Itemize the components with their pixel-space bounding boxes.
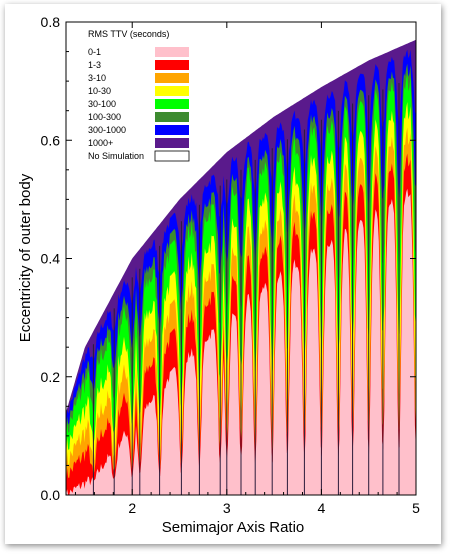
legend-swatch-1: [155, 60, 189, 70]
x-axis-ticks: 2 3 4 5: [74, 22, 420, 516]
y-tick-label-2: 0.4: [41, 251, 61, 267]
legend-swatch-2: [155, 73, 189, 83]
legend-swatch-6: [155, 125, 189, 135]
resonance-spikes: [92, 76, 416, 495]
x-tick-label-1: 3: [223, 500, 231, 516]
plot-area: [66, 22, 416, 495]
legend-label-5: 100-300: [88, 112, 121, 122]
y-axis-ticks: 0.0 0.2 0.4 0.6 0.8: [41, 14, 416, 503]
legend-label-4: 30-100: [88, 99, 116, 109]
x-axis-title: Semimajor Axis Ratio: [162, 519, 305, 536]
legend-label-7: 1000+: [88, 138, 113, 148]
legend-label-3: 10-30: [88, 86, 111, 96]
y-tick-label-4: 0.8: [41, 14, 61, 30]
legend: RMS TTV (seconds) 0-1 1-3 3-10 10-30 30-100 1…: [88, 29, 190, 162]
legend-swatch-8: [154, 150, 190, 162]
legend-swatch-4: [155, 99, 189, 109]
x-tick-label-3: 5: [412, 500, 420, 516]
legend-swatch-7: [155, 138, 189, 148]
legend-label-2: 3-10: [88, 73, 106, 83]
y-axis-title: Eccentricity of outer body: [17, 173, 34, 342]
legend-label-6: 300-1000: [88, 125, 126, 135]
legend-swatch-3: [155, 86, 189, 96]
y-tick-label-1: 0.2: [41, 369, 61, 385]
y-tick-label-0: 0.0: [41, 487, 61, 503]
legend-title: RMS TTV (seconds): [88, 29, 169, 39]
legend-label-0: 0-1: [88, 47, 101, 57]
y-tick-label-3: 0.6: [41, 132, 61, 148]
x-tick-label-0: 2: [128, 500, 136, 516]
legend-label-1: 1-3: [88, 60, 101, 70]
band-0-1: [66, 188, 416, 495]
legend-label-8: No Simulation: [88, 151, 144, 161]
legend-swatch-0: [155, 47, 189, 57]
x-tick-label-2: 4: [318, 500, 326, 516]
legend-swatch-5: [155, 112, 189, 122]
